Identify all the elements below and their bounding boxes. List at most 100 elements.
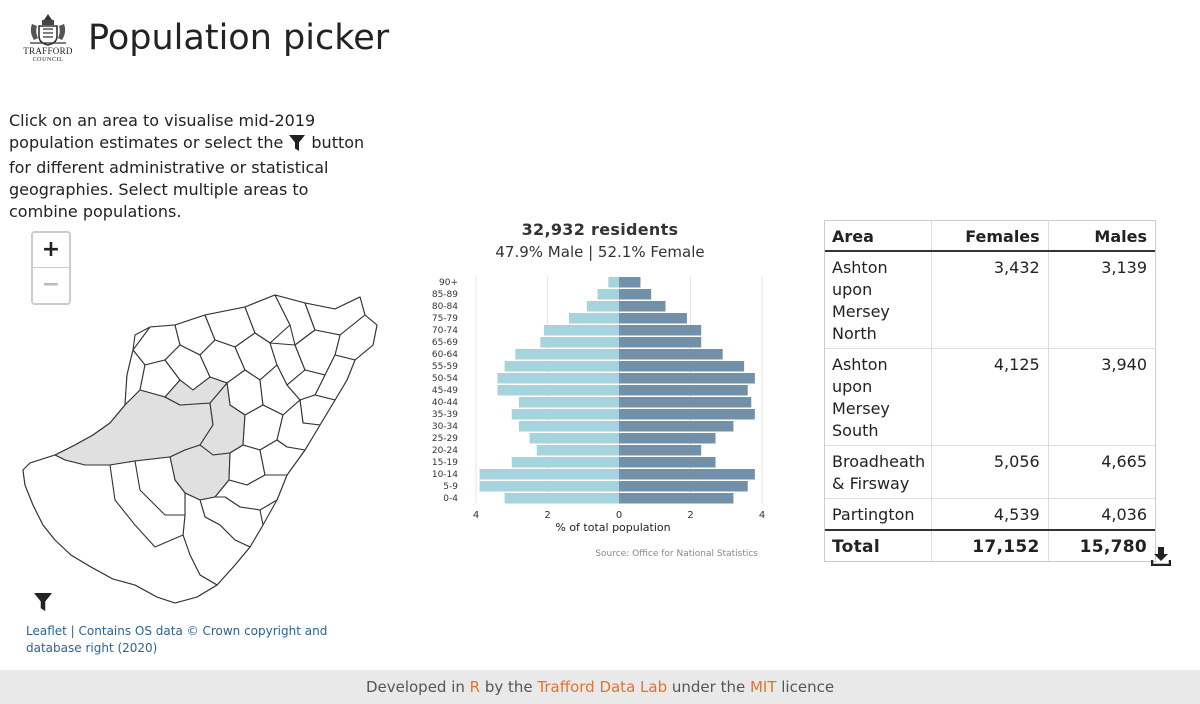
male-bar [619,337,702,348]
trafford-data-lab-link[interactable]: Trafford Data Lab [537,678,668,696]
logo-line-2: COUNCIL [32,57,64,63]
trafford-council-logo: TRAFFORD COUNCIL [20,12,76,70]
map-attribution: Leaflet | Contains OS data © Crown copyr… [26,623,371,657]
female-bar [518,421,619,432]
table-row: Ashton upon Mersey North 3,432 3,139 [825,250,1155,349]
map-ward-r[interactable] [286,369,326,401]
male-bar [619,469,755,480]
x-tick-label: 4 [759,510,765,521]
male-bar [619,409,755,420]
female-bar [479,481,619,492]
table-row: Broadheath & Firsway 5,056 4,665 [825,445,1155,499]
zoom-out-button[interactable]: − [33,267,69,302]
age-tick-label: 30-34 [432,422,458,432]
male-bar [619,313,687,324]
map-ward-selected-south[interactable] [164,376,228,406]
age-tick-label: 90+ [439,278,458,288]
female-bar [504,361,619,372]
row-area: Ashton upon Mersey North [825,250,932,349]
male-bar [619,493,734,504]
intro-part-1: Click on an area to visualise mid-2019 p… [9,111,316,152]
age-tick-label: 65-69 [432,338,458,348]
x-axis-label: % of total population [555,521,670,534]
intro-part-2: button for different administrative or s… [9,133,365,221]
male-bar [619,445,702,456]
total-label: Total [825,529,932,561]
age-tick-label: 35-39 [432,410,458,420]
male-bar [619,457,716,468]
age-tick-label: 0-4 [443,494,458,504]
row-area: Broadheath & Firsway [825,445,932,499]
population-pyramid-chart: 0-4 5-9 10-14 15-19 20-24 25-29 30-34 35-39 40-4… [432,276,765,559]
footer-text-3: under the [667,678,750,696]
header-females: Females [931,221,1049,252]
total-males: 15,780 [1047,529,1155,561]
chart-source: Source: Office for National Statistics [595,549,758,559]
age-tick-label: 5-9 [443,482,458,492]
female-bar [479,469,619,480]
filter-icon [34,593,52,611]
filter-button[interactable] [34,593,52,615]
male-bar [619,421,734,432]
female-bar [543,325,619,336]
age-tick-label: 45-49 [432,386,458,396]
male-bar [619,289,652,300]
row-area: Ashton upon Mersey South [825,348,932,446]
map-ward-sw-inner[interactable] [109,460,185,548]
download-icon [1150,547,1172,567]
age-tick-label: 80-84 [432,302,458,312]
age-tick-label: 50-54 [432,374,458,384]
header-area: Area [825,221,932,252]
header-males: Males [1047,221,1155,252]
leaflet-link[interactable]: Leaflet [26,624,67,638]
table-header-row: Area Females Males [825,221,1155,252]
page-title: Population picker [88,18,390,58]
row-area: Partington [825,498,932,530]
female-bar [536,445,619,456]
female-bar [540,337,619,348]
ward-map[interactable] [15,285,385,610]
r-link[interactable]: R [469,678,481,696]
age-tick-label: 20-24 [432,446,458,456]
mit-licence-link[interactable]: MIT [749,678,777,696]
female-bar [586,301,619,312]
attribution-separator: | [66,624,79,638]
attribution-text: Contains OS data © Crown copyright and d… [26,624,328,655]
female-bar [529,433,619,444]
female-bar [511,409,619,420]
logo-line-1: TRAFFORD [23,46,73,56]
population-summary: 32,932 residents 47.9% Male | 52.1% Fema… [420,220,780,261]
download-button[interactable] [1150,546,1172,570]
male-bar [619,301,666,312]
table-total-row: Total 17,152 15,780 [825,529,1155,561]
zoom-in-button[interactable]: + [41,237,61,262]
male-bar [619,361,745,372]
female-bar [497,373,619,384]
female-bar [518,397,619,408]
x-tick-label: 4 [473,510,479,521]
male-bar [619,373,755,384]
age-tick-label: 70-74 [432,326,458,336]
age-tick-label: 60-64 [432,350,458,360]
age-tick-label: 10-14 [432,470,458,480]
x-tick-label: 2 [687,510,693,521]
footer-text-2: by the [480,678,538,696]
map-ward-s[interactable] [299,394,336,426]
intro-text: Click on an area to visualise mid-2019 p… [9,110,379,223]
row-males: 3,139 [1047,250,1155,349]
map-ward-d[interactable] [244,294,291,344]
age-tick-label: 15-19 [432,458,458,468]
footer-text-1: Developed in [365,678,470,696]
crest-icon [30,14,66,46]
map-ward-partington[interactable] [22,454,218,604]
age-tick-label: 25-29 [432,434,458,444]
female-bar [608,277,619,288]
population-table: Area Females Males Ashton upon Mersey No… [824,220,1156,562]
row-females: 3,432 [931,250,1049,349]
row-females: 4,539 [931,498,1049,530]
x-tick-label: 0 [616,510,622,521]
age-tick-label: 55-59 [432,362,458,372]
gender-split: 47.9% Male | 52.1% Female [495,243,705,261]
female-bar [497,385,619,396]
male-bar [619,385,748,396]
